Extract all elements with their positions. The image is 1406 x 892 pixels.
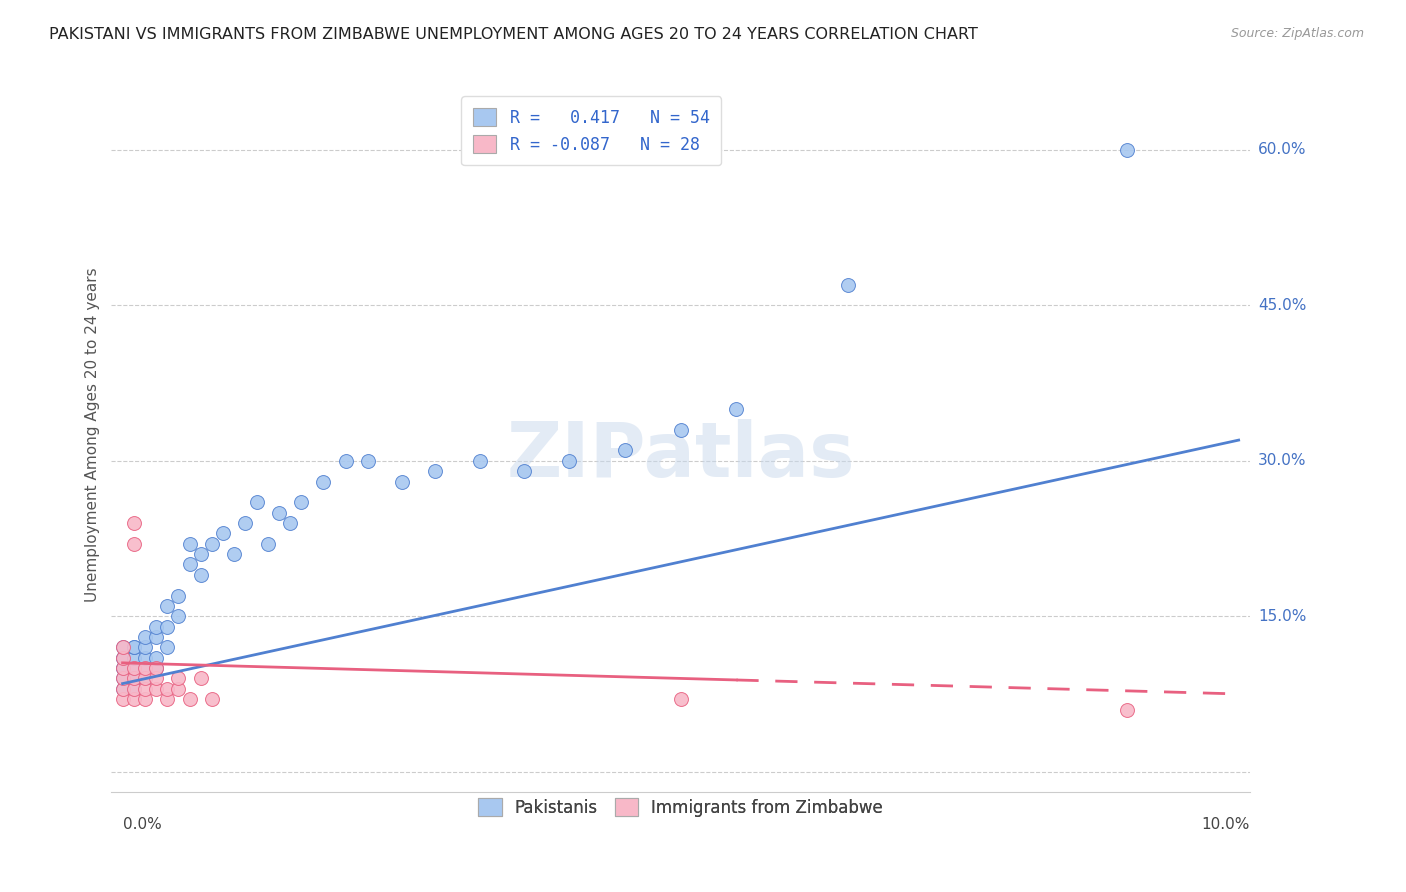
Point — [134, 672, 156, 686]
Point — [111, 640, 134, 655]
Point — [134, 692, 156, 706]
Point — [256, 537, 278, 551]
Point — [145, 672, 167, 686]
Text: 45.0%: 45.0% — [1258, 298, 1306, 313]
Point — [1116, 143, 1139, 157]
Point — [122, 692, 145, 706]
Point — [201, 692, 224, 706]
Text: Source: ZipAtlas.com: Source: ZipAtlas.com — [1230, 27, 1364, 40]
Point — [179, 537, 201, 551]
Point — [190, 672, 212, 686]
Point — [190, 547, 212, 561]
Point — [669, 423, 692, 437]
Text: 15.0%: 15.0% — [1258, 608, 1306, 624]
Point — [111, 672, 134, 686]
Point — [111, 681, 134, 696]
Point — [122, 640, 145, 655]
Point — [167, 589, 190, 603]
Point — [134, 661, 156, 675]
Point — [134, 630, 156, 644]
Point — [134, 661, 156, 675]
Point — [725, 402, 748, 417]
Legend: Pakistanis, Immigrants from Zimbabwe: Pakistanis, Immigrants from Zimbabwe — [471, 791, 890, 823]
Point — [156, 619, 179, 633]
Point — [278, 516, 301, 530]
Point — [190, 567, 212, 582]
Point — [156, 599, 179, 613]
Point — [145, 661, 167, 675]
Point — [167, 609, 190, 624]
Point — [122, 681, 145, 696]
Text: 60.0%: 60.0% — [1258, 143, 1306, 158]
Point — [245, 495, 267, 509]
Point — [134, 650, 156, 665]
Point — [111, 640, 134, 655]
Point — [391, 475, 413, 489]
Point — [122, 661, 145, 675]
Point — [111, 672, 134, 686]
Point — [669, 692, 692, 706]
Point — [122, 661, 145, 675]
Point — [111, 650, 134, 665]
Point — [156, 640, 179, 655]
Point — [111, 681, 134, 696]
Point — [212, 526, 235, 541]
Point — [290, 495, 312, 509]
Point — [613, 443, 636, 458]
Point — [134, 640, 156, 655]
Point — [233, 516, 256, 530]
Text: PAKISTANI VS IMMIGRANTS FROM ZIMBABWE UNEMPLOYMENT AMONG AGES 20 TO 24 YEARS COR: PAKISTANI VS IMMIGRANTS FROM ZIMBABWE UN… — [49, 27, 979, 42]
Point — [134, 672, 156, 686]
Point — [111, 661, 134, 675]
Point — [156, 681, 179, 696]
Point — [145, 650, 167, 665]
Text: ZIPatlas: ZIPatlas — [506, 419, 855, 493]
Text: 10.0%: 10.0% — [1202, 817, 1250, 832]
Point — [111, 692, 134, 706]
Point — [122, 650, 145, 665]
Text: 30.0%: 30.0% — [1258, 453, 1306, 468]
Point — [312, 475, 335, 489]
Point — [111, 650, 134, 665]
Point — [145, 661, 167, 675]
Point — [134, 681, 156, 696]
Point — [167, 672, 190, 686]
Point — [122, 672, 145, 686]
Point — [837, 277, 859, 292]
Point — [145, 619, 167, 633]
Text: 0.0%: 0.0% — [122, 817, 162, 832]
Point — [335, 454, 357, 468]
Point — [111, 661, 134, 675]
Point — [122, 516, 145, 530]
Point — [513, 464, 536, 478]
Point — [111, 650, 134, 665]
Point — [111, 661, 134, 675]
Point — [145, 630, 167, 644]
Point — [558, 454, 581, 468]
Point — [224, 547, 246, 561]
Point — [167, 681, 190, 696]
Point — [423, 464, 446, 478]
Point — [1116, 702, 1139, 716]
Point — [201, 537, 224, 551]
Point — [122, 672, 145, 686]
Point — [122, 537, 145, 551]
Point — [156, 692, 179, 706]
Point — [122, 640, 145, 655]
Point — [267, 506, 290, 520]
Y-axis label: Unemployment Among Ages 20 to 24 years: Unemployment Among Ages 20 to 24 years — [86, 268, 100, 602]
Point — [179, 692, 201, 706]
Point — [468, 454, 491, 468]
Point — [179, 558, 201, 572]
Point — [357, 454, 380, 468]
Point — [122, 672, 145, 686]
Point — [122, 681, 145, 696]
Point — [145, 681, 167, 696]
